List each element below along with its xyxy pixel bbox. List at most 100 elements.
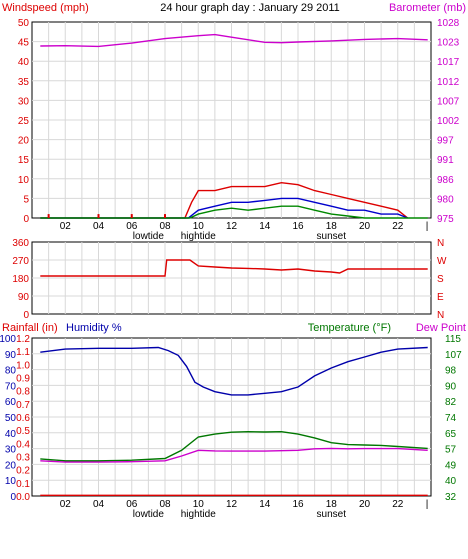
humidity-x-tick: 08 [159,499,171,510]
barometer-tick: 1007 [437,96,460,107]
dew-point-axis-title: Dew Point [416,322,466,334]
humidity-marker-sunset: sunset [317,509,347,520]
wind-x-tick: 02 [60,221,72,232]
barometer-line [40,33,428,48]
dew-point-line [40,447,428,463]
temperature-tick: 98 [445,366,457,377]
direction-compass-tick: S [437,274,444,285]
humidity-marker-lowtide: lowtide [133,509,165,520]
rainfall-tick: 0.6 [16,413,30,424]
humidity-tick: 60 [5,397,17,408]
temperature-tick: 74 [445,413,457,424]
rainfall-tick: 0.1 [16,479,30,490]
rainfall-axis-title: Rainfall (in) [2,322,58,334]
humidity-x-tick: 22 [392,499,404,510]
temperature-line [40,430,428,462]
humidity-x-tick: 12 [226,499,238,510]
barometer-tick: 1002 [437,116,460,127]
direction-degrees-tick: 0 [23,310,29,321]
humidity-tick: 100 [0,334,16,345]
windspeed-tick: 35 [18,77,30,88]
barometer-tick: 997 [437,136,454,147]
wind-direction-line [40,259,428,277]
wind-x-tick: 04 [93,221,105,232]
rainfall-tick: 0.4 [16,439,30,450]
barometer-tick: 1023 [437,38,460,49]
barometer-tick: 1028 [437,18,460,29]
wind-marker-sunset: sunset [317,231,347,242]
windspeed-tick: 15 [18,155,30,166]
humidity-tick: 40 [5,429,17,440]
wind-x-end-tick: | [426,221,429,232]
rainfall-tick: 0.5 [16,426,30,437]
temperature-tick: 40 [445,476,457,487]
windspeed-axis-title: Windspeed (mph) [2,2,89,14]
windspeed-tick: 0 [23,214,29,225]
temperature-tick: 115 [445,334,461,345]
humidity-x-tick: 16 [292,499,304,510]
rainfall-tick: 0.3 [16,453,30,464]
temperature-axis-title: Temperature (°F) [308,322,391,334]
rainfall-tick: 0.2 [16,466,30,477]
gust-line [40,181,409,219]
windspeed-tick: 50 [18,18,30,29]
humidity-tick: 30 [5,445,17,456]
wind-x-tick: 16 [292,221,304,232]
wind-marker-hightide: hightide [181,231,216,242]
humidity-x-tick: 18 [326,499,338,510]
temperature-tick: 65 [445,429,457,440]
wind-x-tick: 08 [159,221,171,232]
temperature-tick: 49 [445,460,457,471]
rainfall-tick: 0.0 [16,492,30,503]
humidity-axis-title: Humidity % [66,322,122,334]
barometer-tick: 986 [437,175,454,186]
rainfall-tick: 1.2 [16,334,30,345]
temperature-tick: 57 [445,445,457,456]
humidity-line [40,346,428,396]
rainfall-tick: 0.8 [16,387,30,398]
chart-title: 24 hour graph day : January 29 2011 [160,2,340,14]
barometer-tick: 975 [437,214,454,225]
humidity-x-tick: 20 [359,499,371,510]
wind-marker-lowtide: lowtide [133,231,165,242]
direction-compass-tick: W [437,256,447,267]
humidity-x-tick: 14 [259,499,271,510]
humidity-tick: 20 [5,460,17,471]
temperature-tick: 90 [445,381,457,392]
average-line [40,197,408,219]
humidity-tick: 80 [5,366,17,377]
wind-line [40,205,428,219]
barometer-axis-title: Barometer (mb) [389,2,466,14]
humidity-tick: 50 [5,413,17,424]
wind-x-tick: 22 [392,221,404,232]
wind-x-tick: 06 [126,221,138,232]
temperature-tick: 32 [445,492,457,503]
temperature-tick: 82 [445,397,457,408]
rainfall-tick: 0.9 [16,374,30,385]
humidity-tick: 70 [5,381,17,392]
wind-x-tick: 10 [193,221,205,232]
windspeed-tick: 5 [23,194,29,205]
humidity-x-tick: 06 [126,499,138,510]
barometer-tick: 980 [437,194,454,205]
direction-degrees-tick: 180 [12,274,29,285]
direction-degrees-tick: 90 [18,292,30,303]
barometer-tick: 991 [437,155,454,166]
humidity-tick: 10 [5,476,17,487]
humidity-tick: 90 [5,350,17,361]
humidity-marker-hightide: hightide [181,509,216,520]
rainfall-tick: 1.1 [16,347,30,358]
rainfall-tick: 0.7 [16,400,30,411]
humidity-x-tick: 02 [60,499,72,510]
wind-x-tick: 18 [326,221,338,232]
direction-degrees-tick: 270 [12,256,29,267]
direction-compass-tick: E [437,292,444,303]
windspeed-tick: 45 [18,38,30,49]
barometer-tick: 1012 [437,77,460,88]
barometer-tick: 1017 [437,57,460,68]
temperature-tick: 107 [445,350,462,361]
humidity-x-end-tick: | [426,499,429,510]
direction-compass-tick: N [437,238,444,249]
wind-x-tick: 14 [259,221,271,232]
windspeed-tick: 10 [18,175,30,186]
